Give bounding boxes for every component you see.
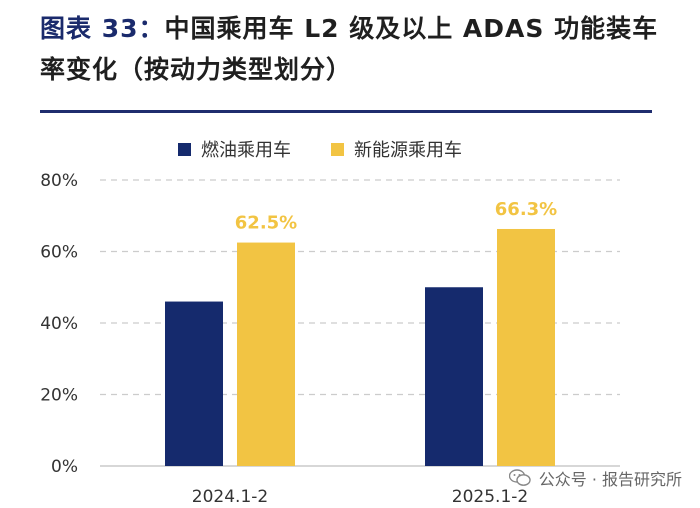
x-tick-label: 2025.1-2	[452, 487, 528, 507]
legend-item-fuel: 燃油乘用车	[178, 136, 291, 162]
chart-title: 图表 33：中国乘用车 L2 级及以上 ADAS 功能装车率变化（按动力类型划分…	[40, 8, 680, 90]
bar-nev	[237, 242, 295, 466]
data-label: 62.5%	[235, 213, 297, 234]
title-divider	[40, 110, 652, 113]
x-tick-label: 2024.1-2	[192, 487, 268, 507]
y-tick-label: 40%	[40, 314, 78, 334]
title-text: 中国乘用车 L2 级及以上 ADAS 功能装车率变化（按动力类型划分）	[40, 14, 659, 84]
watermark-text: 公众号 · 报告研究所	[538, 470, 682, 489]
bar-fuel	[165, 301, 223, 466]
legend-item-nev: 新能源乘用车	[331, 136, 462, 162]
legend-swatch-fuel	[178, 142, 191, 156]
bar-fuel	[425, 287, 483, 466]
legend-swatch-nev	[331, 142, 344, 156]
legend-label-fuel: 燃油乘用车	[201, 140, 291, 161]
legend: 燃油乘用车 新能源乘用车	[178, 136, 502, 162]
legend-label-nev: 新能源乘用车	[354, 140, 462, 161]
wechat-icon	[508, 469, 531, 487]
watermark: 公众号 · 报告研究所	[508, 466, 682, 490]
bar-nev	[497, 228, 555, 466]
y-tick-label: 0%	[51, 457, 78, 477]
figure-label: 图表 33：	[40, 14, 165, 43]
y-tick-label: 20%	[40, 386, 78, 406]
data-label: 66.3%	[495, 199, 557, 220]
y-tick-label: 80%	[40, 171, 78, 191]
y-tick-label: 60%	[40, 243, 78, 263]
